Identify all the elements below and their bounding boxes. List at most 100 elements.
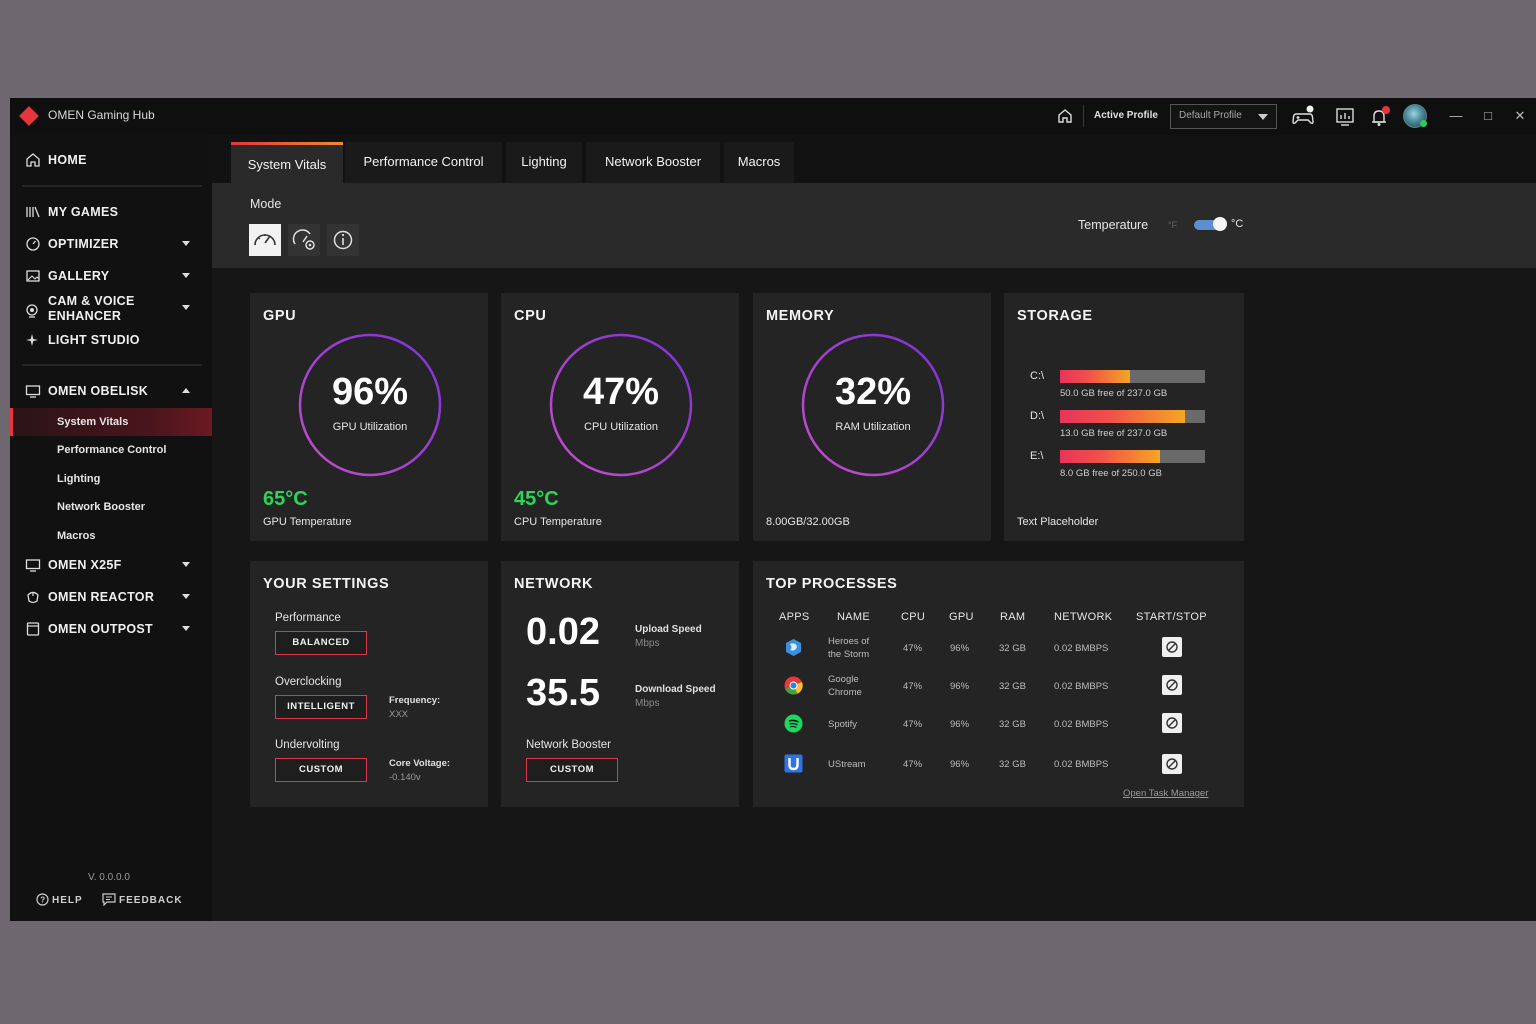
sidebar-subitem-label: Lighting bbox=[57, 473, 101, 485]
chevron-down-icon bbox=[1258, 114, 1268, 120]
stop-icon bbox=[1166, 641, 1178, 653]
sidebar-item-optimizer[interactable]: OPTIMIZER bbox=[10, 229, 212, 259]
upload-speed-unit: Mbps bbox=[635, 638, 660, 649]
gpu-utilization-label: GPU Utilization bbox=[332, 421, 408, 433]
memory-utilization-label: RAM Utilization bbox=[835, 421, 911, 433]
sidebar-subitem-performance-control[interactable]: Performance Control bbox=[10, 436, 212, 464]
sidebar-item-home[interactable]: HOME bbox=[10, 145, 212, 175]
mode-info-button[interactable] bbox=[327, 224, 359, 256]
sidebar-subitem-label: System Vitals bbox=[57, 416, 129, 428]
process-cpu: 47% bbox=[903, 643, 923, 654]
online-status-dot bbox=[1420, 120, 1427, 127]
cpu-title: CPU bbox=[514, 308, 547, 324]
top-processes-card: TOP PROCESSES APPS NAME CPU GPU RAM NETW… bbox=[753, 561, 1244, 807]
memory-title: MEMORY bbox=[766, 308, 835, 324]
performance-mode-button[interactable]: BALANCED bbox=[275, 631, 367, 655]
frequency-value: XXX bbox=[389, 709, 409, 720]
process-ram: 32 GB bbox=[999, 643, 1026, 654]
sidebar-item-label: MY GAMES bbox=[48, 205, 119, 219]
info-icon bbox=[333, 230, 353, 250]
process-name: Spotify bbox=[828, 719, 858, 730]
upload-speed-label: Upload Speed bbox=[635, 624, 702, 635]
profile-select[interactable]: Default Profile bbox=[1170, 104, 1277, 129]
sidebar-subitem-macros[interactable]: Macros bbox=[10, 522, 212, 550]
process-name: Google Chrome bbox=[828, 674, 862, 698]
column-header-apps: APPS bbox=[779, 611, 810, 623]
stop-process-button[interactable] bbox=[1162, 637, 1182, 657]
column-header-cpu: CPU bbox=[901, 611, 926, 623]
help-link[interactable]: ? HELP bbox=[36, 893, 83, 906]
top-processes-title: TOP PROCESSES bbox=[766, 576, 898, 592]
help-icon: ? bbox=[36, 893, 49, 906]
column-header-network: NETWORK bbox=[1054, 611, 1113, 623]
upload-speed-value: 0.02 bbox=[526, 611, 600, 653]
process-gpu: 96% bbox=[950, 759, 970, 770]
maximize-button[interactable]: □ bbox=[1484, 108, 1492, 123]
tab-lighting[interactable]: Lighting bbox=[506, 142, 582, 183]
home-icon bbox=[26, 153, 40, 167]
sidebar-subitem-network-booster[interactable]: Network Booster bbox=[10, 493, 212, 521]
tab-system-vitals[interactable]: System Vitals bbox=[231, 142, 343, 183]
gallery-icon bbox=[26, 270, 40, 282]
sidebar: HOME MY GAMES OPTIMIZER GALLERY CAM & VO… bbox=[10, 135, 212, 921]
undervolting-label: Undervolting bbox=[275, 739, 340, 751]
mouse-icon bbox=[27, 591, 39, 604]
minimize-button[interactable]: — bbox=[1449, 108, 1463, 123]
process-cpu: 47% bbox=[903, 681, 923, 692]
omen-logo-icon bbox=[19, 106, 39, 126]
webcam-icon bbox=[26, 304, 38, 318]
sidebar-subitem-label: Macros bbox=[57, 530, 96, 542]
feedback-label: FEEDBACK bbox=[119, 895, 183, 906]
stop-process-button[interactable] bbox=[1162, 713, 1182, 733]
sidebar-item-light-studio[interactable]: LIGHT STUDIO bbox=[10, 325, 212, 355]
sidebar-item-gallery[interactable]: GALLERY bbox=[10, 261, 212, 291]
tab-macros[interactable]: Macros bbox=[724, 142, 794, 183]
tab-performance-control[interactable]: Performance Control bbox=[345, 142, 502, 183]
sidebar-item-omen-obelisk[interactable]: OMEN OBELISK bbox=[10, 376, 212, 406]
cpu-temperature-label: CPU Temperature bbox=[514, 516, 602, 528]
drive-e-text: 8.0 GB free of 250.0 GB bbox=[1060, 468, 1162, 479]
gpu-utilization-ring bbox=[298, 333, 442, 477]
library-icon bbox=[26, 206, 40, 218]
controller-icon[interactable] bbox=[1291, 105, 1315, 129]
undervolting-mode-button[interactable]: CUSTOM bbox=[275, 758, 367, 782]
network-booster-button[interactable]: CUSTOM bbox=[526, 758, 618, 782]
settings-title: YOUR SETTINGS bbox=[263, 576, 390, 592]
heroes-of-the-storm-icon bbox=[786, 639, 801, 656]
sidebar-item-omen-reactor[interactable]: OMEN REACTOR bbox=[10, 582, 212, 612]
feedback-link[interactable]: FEEDBACK bbox=[102, 893, 183, 907]
stop-icon bbox=[1166, 758, 1178, 770]
overclocking-mode-button[interactable]: INTELLIGENT bbox=[275, 695, 367, 719]
cpu-utilization-label: CPU Utilization bbox=[584, 421, 658, 433]
home-icon[interactable] bbox=[1056, 107, 1074, 125]
memory-utilization-value: 32% bbox=[834, 371, 912, 413]
stop-process-button[interactable] bbox=[1162, 675, 1182, 695]
memory-utilization-ring bbox=[801, 333, 945, 477]
gpu-title: GPU bbox=[263, 308, 297, 324]
temperature-unit-toggle[interactable] bbox=[1194, 220, 1226, 230]
sidebar-item-my-games[interactable]: MY GAMES bbox=[10, 197, 212, 227]
open-task-manager-link[interactable]: Open Task Manager bbox=[1123, 788, 1209, 799]
ustream-icon bbox=[784, 754, 803, 773]
sidebar-item-omen-outpost[interactable]: OMEN OUTPOST bbox=[10, 614, 212, 644]
core-voltage-label: Core Voltage: bbox=[389, 758, 451, 769]
mode-custom-button[interactable] bbox=[288, 224, 320, 256]
sidebar-item-cam-voice[interactable]: CAM & VOICE ENHANCER bbox=[10, 293, 212, 327]
tab-network-booster[interactable]: Network Booster bbox=[586, 142, 720, 183]
process-name: Heroes of the Storm bbox=[828, 636, 870, 660]
monitor-chart-icon[interactable] bbox=[1333, 105, 1357, 129]
toggle-knob[interactable] bbox=[1213, 217, 1227, 231]
column-header-name: NAME bbox=[837, 611, 870, 623]
mode-performance-button[interactable] bbox=[249, 224, 281, 256]
monitor-icon bbox=[25, 559, 41, 572]
mode-bar: Mode Temperature °F °C bbox=[212, 183, 1536, 268]
stop-process-button[interactable] bbox=[1162, 754, 1182, 774]
version-label: V. 0.0.0.0 bbox=[88, 872, 130, 883]
close-button[interactable]: ✕ bbox=[1514, 108, 1526, 123]
sidebar-item-omen-x25f[interactable]: OMEN X25F bbox=[10, 550, 212, 580]
sidebar-divider bbox=[22, 364, 202, 366]
sidebar-item-label: OMEN OUTPOST bbox=[48, 622, 153, 636]
notification-bell-icon[interactable] bbox=[1368, 105, 1392, 129]
sidebar-subitem-system-vitals[interactable]: System Vitals bbox=[10, 408, 212, 436]
sidebar-subitem-lighting[interactable]: Lighting bbox=[10, 465, 212, 493]
